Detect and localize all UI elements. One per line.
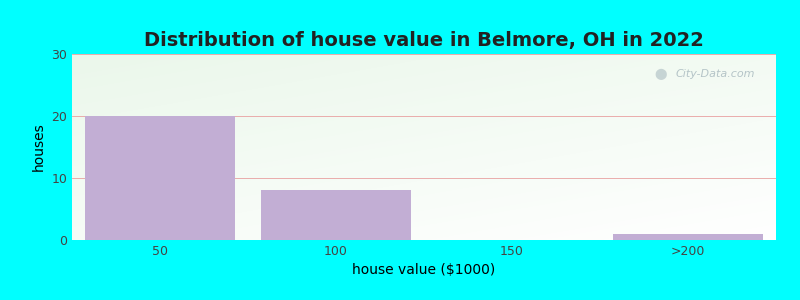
Bar <box>261 190 411 240</box>
Text: ⬤: ⬤ <box>654 69 667 80</box>
Text: City-Data.com: City-Data.com <box>675 69 755 79</box>
Bar <box>614 234 763 240</box>
Title: Distribution of house value in Belmore, OH in 2022: Distribution of house value in Belmore, … <box>144 31 704 50</box>
Y-axis label: houses: houses <box>32 123 46 171</box>
Bar <box>86 116 235 240</box>
X-axis label: house value ($1000): house value ($1000) <box>352 263 496 278</box>
